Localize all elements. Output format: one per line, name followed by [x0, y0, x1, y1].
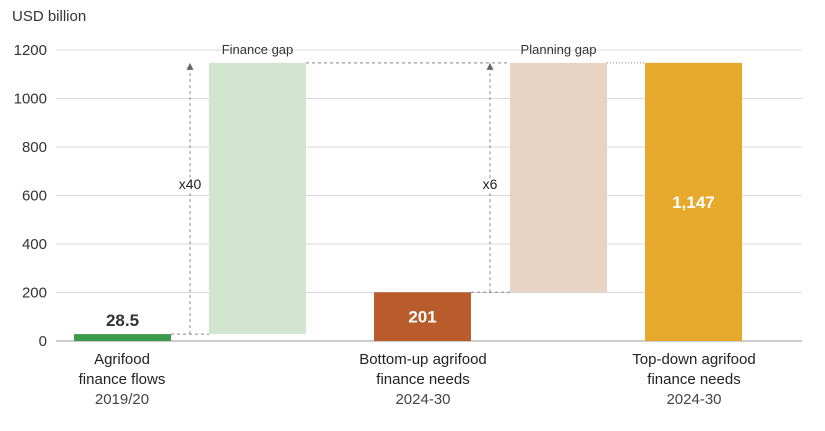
gap-bar [510, 62, 607, 293]
y-tick-label: 0 [39, 333, 47, 350]
category-label-period: 2024-30 [395, 391, 451, 408]
y-tick-label: 200 [22, 285, 47, 302]
category-label-agrifood-flows: Agrifood finance flows 2019/20 [27, 350, 217, 410]
y-tick-label: 400 [22, 236, 47, 253]
value-bar [374, 292, 471, 341]
multiplier-label: x40 [179, 176, 202, 192]
gap-label: Planning gap [521, 42, 597, 57]
category-label-line: Top-down agrifood [632, 351, 756, 368]
category-label-period: 2024-30 [666, 391, 722, 408]
gap-bar [209, 62, 306, 335]
data-label: 28.5 [106, 311, 139, 330]
arrow-head [186, 62, 194, 70]
y-tick-label: 1200 [14, 42, 47, 59]
value-bar [74, 334, 171, 341]
multiplier-label: x6 [483, 176, 498, 192]
y-tick-label: 1000 [14, 91, 47, 108]
y-tick-label: 600 [22, 188, 47, 205]
value-bar [645, 62, 742, 341]
category-label-period: 2019/20 [94, 391, 150, 408]
y-axis-unit-label: USD billion [12, 8, 87, 25]
arrow-head [486, 62, 494, 70]
category-label-line: finance flows [78, 371, 166, 388]
category-label-line: Bottom-up agrifood [359, 351, 487, 368]
data-label: 201 [408, 308, 436, 327]
data-label: 1,147 [672, 193, 715, 212]
category-label-bottom-up-needs: Bottom-up agrifood finance needs 2024-30 [328, 350, 518, 410]
category-label-line: finance needs [647, 371, 741, 388]
category-label-line: Agrifood [94, 351, 150, 368]
y-tick-label: 800 [22, 139, 47, 156]
category-label-top-down-needs: Top-down agrifood finance needs 2024-30 [599, 350, 789, 410]
category-label-line: finance needs [376, 371, 470, 388]
gap-label: Finance gap [222, 42, 294, 57]
